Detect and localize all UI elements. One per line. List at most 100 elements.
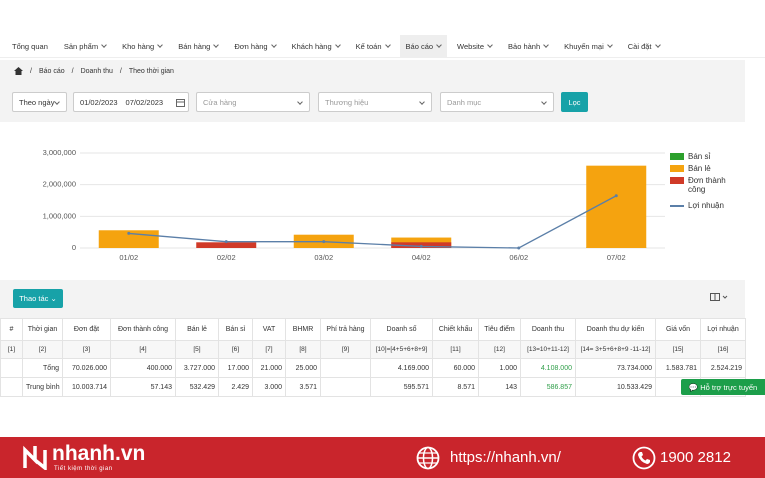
cell: [0, 358, 23, 378]
index-cell: [7]: [252, 340, 286, 359]
cell: 3.727.000: [175, 358, 219, 378]
brand: nhanh.vn: [52, 442, 146, 465]
cell: 10.003.714: [62, 377, 111, 397]
category-select[interactable]: Danh mục: [440, 92, 554, 112]
brand-select[interactable]: Thương hiệu: [318, 92, 432, 112]
breadcrumb: / Báo cáo / Doanh thu / Theo thời gian: [0, 60, 745, 82]
x-tick-label: 07/02: [607, 253, 626, 262]
column-header: Giá vốn: [655, 318, 701, 341]
nav-item[interactable]: Bán hàng: [178, 42, 218, 51]
index-cell: [1]: [0, 340, 23, 359]
url[interactable]: https://nhanh.vn/: [450, 449, 561, 466]
cell: 3.000: [252, 377, 286, 397]
x-tick-label: 01/02: [119, 253, 138, 262]
crumb: Theo thời gian: [128, 67, 174, 75]
column-header: #: [0, 318, 23, 341]
point: [517, 246, 521, 250]
index-cell: [8]: [285, 340, 321, 359]
chart-panel: 0 1,000,000 2,000,000 3,000,000 01/02 02/02 03…: [0, 122, 745, 280]
nav-item[interactable]: Tổng quan: [12, 41, 48, 51]
store-select[interactable]: Cửa hàng: [196, 92, 310, 112]
index-cell: [11]: [432, 340, 479, 359]
cell: 400.000: [110, 358, 176, 378]
nav-item[interactable]: Báo cáo: [399, 34, 448, 58]
legend-item: Đơn thành công: [670, 176, 734, 194]
cell: 4.108.000: [520, 358, 576, 378]
header-row: # Thời gian Đơn đặt Đơn thành công Bán lẻ Bán…: [0, 318, 746, 341]
column-header: Doanh thu dự kiến: [575, 318, 656, 341]
cell: 25.000: [285, 358, 321, 378]
nav-item[interactable]: Sản phẩm: [64, 42, 106, 51]
bar: [196, 242, 257, 248]
cell: [0, 377, 23, 397]
cell: 1.583.781: [655, 358, 701, 378]
cell: 3.571: [285, 377, 321, 397]
index-cell: [2]: [22, 340, 63, 359]
filter-button[interactable]: Lọc: [561, 92, 588, 112]
cell: Trung bình: [22, 377, 63, 397]
nav-item[interactable]: Kho hàng: [122, 42, 162, 51]
sep: /: [71, 67, 74, 75]
date-range[interactable]: 01/02/2023 07/02/2023: [73, 92, 189, 112]
sep: /: [119, 67, 122, 75]
column-header: Doanh thu: [520, 318, 576, 341]
chat-button[interactable]: 💬 Hỗ trợ trực tuyến: [681, 379, 765, 395]
cell: 1.000: [478, 358, 521, 378]
nav-item[interactable]: Website: [457, 42, 492, 51]
y-tick-label: 1,000,000: [43, 211, 76, 220]
legend-label: Bán lẻ: [688, 164, 711, 173]
x-tick-label: 03/02: [314, 253, 333, 262]
period-select[interactable]: Theo ngày: [12, 92, 67, 112]
index-cell: [14= 3+5+6+8+9 -11-12]: [575, 340, 656, 359]
column-header: Bán lẻ: [175, 318, 219, 341]
data-row: Tổng 70.026.000 400.000 3.727.000 17.000 21.0…: [0, 358, 746, 378]
legend-label: Lợi nhuận: [688, 201, 724, 210]
data-row: Trung bình 10.003.714 57.143 532.429 2.429 3.…: [0, 377, 746, 397]
nav-bar: Tổng quan Sản phẩm Kho hàng Bán hàng Đơn hàn…: [0, 34, 765, 58]
phone[interactable]: 1900 2812: [660, 449, 731, 466]
crumb[interactable]: Doanh thu: [80, 67, 113, 75]
footer: nhanh.vn Tiết kiệm thời gian https://nha…: [0, 437, 765, 478]
y-tick-label: 0: [72, 243, 76, 252]
nav-item[interactable]: Khách hàng: [292, 42, 340, 51]
nav-item[interactable]: Bảo hành: [508, 42, 548, 51]
index-cell: [13=10+11-12]: [520, 340, 576, 359]
chat-label: Hỗ trợ trực tuyến: [700, 382, 758, 392]
date-from: 01/02/2023: [80, 97, 118, 107]
nav-item[interactable]: Kế toán: [356, 42, 390, 51]
column-header: Phí trả hàng: [320, 318, 371, 341]
column-header: Thời gian: [22, 318, 63, 341]
cell: 17.000: [218, 358, 253, 378]
actions-label: Thao tác: [19, 294, 49, 303]
point: [224, 240, 228, 244]
legend-item: Lợi nhuận: [670, 201, 734, 210]
cell: 4.169.000: [370, 358, 433, 378]
column-header: VAT: [252, 318, 286, 341]
sep: /: [30, 67, 32, 75]
nav-item[interactable]: Đơn hàng: [234, 42, 275, 51]
date-to: 07/02/2023: [125, 97, 164, 107]
columns-icon[interactable]: [710, 293, 728, 302]
chart: 0 1,000,000 2,000,000 3,000,000 01/02 02/02 03…: [43, 148, 665, 262]
actions-button[interactable]: Thao tác ⌄: [13, 289, 63, 308]
cell: 143: [478, 377, 521, 397]
cell: 73.734.000: [575, 358, 656, 378]
column-header: Bán sỉ: [218, 318, 253, 341]
slogan: Tiết kiệm thời gian: [54, 466, 113, 472]
cell: 10.533.429: [575, 377, 656, 397]
line: [128, 195, 617, 249]
column-header: Đơn đặt: [62, 318, 111, 341]
cell: 2.524.219: [700, 358, 746, 378]
index-cell: [12]: [478, 340, 521, 359]
logo-icon: [23, 445, 47, 470]
point: [614, 194, 618, 198]
cell: Tổng: [22, 358, 63, 378]
cell: [320, 377, 371, 397]
crumb[interactable]: Báo cáo: [38, 67, 65, 75]
nav-item[interactable]: Khuyến mại: [564, 42, 612, 51]
index-cell: [4]: [110, 340, 176, 359]
cell: 595.571: [370, 377, 433, 397]
nav-item[interactable]: Cài đặt: [628, 42, 660, 51]
legend-swatch: [670, 177, 684, 184]
x-tick-label: 06/02: [509, 253, 528, 262]
